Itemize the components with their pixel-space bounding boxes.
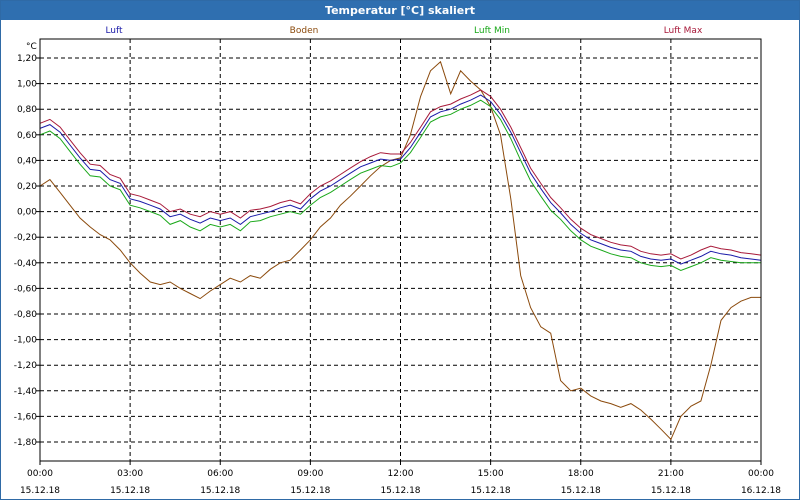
- x-tick-time: 06:00: [207, 469, 233, 479]
- y-tick-label: 1,00: [17, 80, 37, 90]
- y-tick-label: 0,60: [17, 131, 37, 141]
- series-line-luft: [39, 94, 762, 265]
- legend-entry: Boden: [290, 26, 319, 36]
- x-tick-time: 18:00: [568, 469, 594, 479]
- y-axis-unit: °C: [26, 42, 37, 52]
- y-tick-label: -1,00: [14, 336, 38, 346]
- x-tick-time: 09:00: [297, 469, 323, 479]
- y-tick-label: -1,80: [14, 438, 38, 448]
- x-tick-time: 00:00: [748, 469, 774, 479]
- window-title: Temperatur [°C] skaliert: [1, 1, 799, 20]
- temperature-chart: Luft Boden Luft Min Luft Max 1,20 1,00 0,80 0,…: [14, 26, 782, 496]
- x-tick-date: 16.12.18: [741, 486, 781, 496]
- legend-entry: Luft Max: [664, 26, 703, 36]
- x-tick-date: 15.12.18: [561, 486, 601, 496]
- x-tick-date: 15.12.18: [290, 486, 330, 496]
- y-tick-label: 0,40: [17, 156, 37, 166]
- legend: Luft Boden Luft Min Luft Max: [105, 26, 703, 36]
- x-tick-date: 15.12.18: [200, 486, 240, 496]
- x-tick-time: 00:00: [27, 469, 53, 479]
- y-tick-label: -0,60: [14, 284, 38, 294]
- series-line-luft-max: [39, 89, 762, 260]
- y-tick-label: 1,20: [17, 54, 37, 64]
- y-tick-label: -1,20: [14, 361, 38, 371]
- y-tick-label: 0,00: [17, 208, 37, 218]
- x-tick-time: 03:00: [117, 469, 143, 479]
- series-line-luft-min: [39, 99, 761, 272]
- y-axis: 1,20 1,00 0,80 0,60 0,40 0,20 0,00 -0,20 -0,40 -0…: [14, 54, 40, 448]
- series-lines: [39, 60, 762, 441]
- series-line-boden: [39, 60, 761, 441]
- x-tick-date: 15.12.18: [20, 486, 60, 496]
- x-tick-date: 15.12.18: [471, 486, 511, 496]
- y-tick-label: 0,80: [17, 105, 37, 115]
- x-tick-date: 15.12.18: [651, 486, 691, 496]
- y-tick-label: -1,40: [14, 387, 38, 397]
- x-tick-date: 15.12.18: [110, 486, 150, 496]
- legend-entry: Luft: [105, 26, 123, 36]
- legend-entry: Luft Min: [474, 26, 510, 36]
- y-tick-label: -0,20: [14, 233, 38, 243]
- x-tick-time: 15:00: [478, 469, 504, 479]
- y-tick-label: -0,80: [14, 310, 38, 320]
- grid: [40, 39, 761, 461]
- x-tick-time: 21:00: [658, 469, 684, 479]
- y-tick-label: -0,40: [14, 259, 38, 269]
- x-axis: 00:00 15.12.18 03:00 15.12.18 06:00 15.12.18 0…: [20, 461, 781, 496]
- y-tick-label: 0,20: [17, 182, 37, 192]
- x-tick-date: 15.12.18: [380, 486, 420, 496]
- x-tick-time: 12:00: [388, 469, 414, 479]
- y-tick-label: -1,60: [14, 412, 38, 422]
